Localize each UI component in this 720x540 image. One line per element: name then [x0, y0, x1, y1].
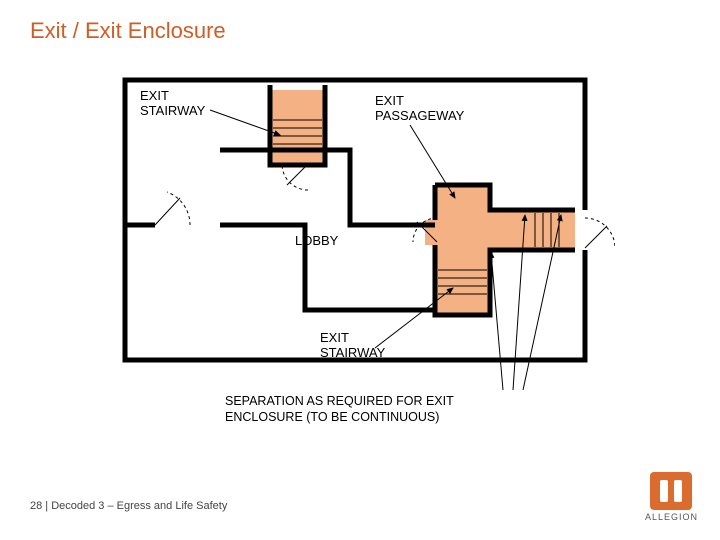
slide-footer: 28 | Decoded 3 – Egress and Life Safety [30, 500, 227, 512]
door-right-exterior [585, 218, 615, 248]
floorplan-diagram: EXIT STAIRWAY EXIT PASSAGEWAY LOBBY EXIT… [95, 70, 615, 440]
label-exit-stairway-bot-1: EXIT [320, 330, 349, 345]
exit-passage-join-region [425, 220, 495, 245]
allegion-logo-icon [650, 472, 692, 510]
brand-logo: ALLEGION [645, 472, 698, 522]
label-note-2: ENCLOSURE (TO BE CONTINUOUS) [225, 410, 439, 424]
door-left [155, 192, 190, 225]
page-title: Exit / Exit Enclosure [30, 18, 226, 44]
exit-passage-branch-region [490, 210, 575, 250]
label-exit-passageway-1: EXIT [375, 93, 404, 108]
label-exit-stairway-top-2: STAIRWAY [140, 103, 206, 118]
label-exit-stairway-bot-2: STAIRWAY [320, 345, 386, 360]
brand-name: ALLEGION [645, 512, 698, 522]
label-exit-passageway-2: PASSAGEWAY [375, 108, 465, 123]
label-note-1: SEPARATION AS REQUIRED FOR EXIT [225, 394, 454, 408]
label-exit-stairway-top-1: EXIT [140, 88, 169, 103]
door-stair-top [282, 164, 308, 190]
label-lobby: LOBBY [295, 233, 339, 248]
